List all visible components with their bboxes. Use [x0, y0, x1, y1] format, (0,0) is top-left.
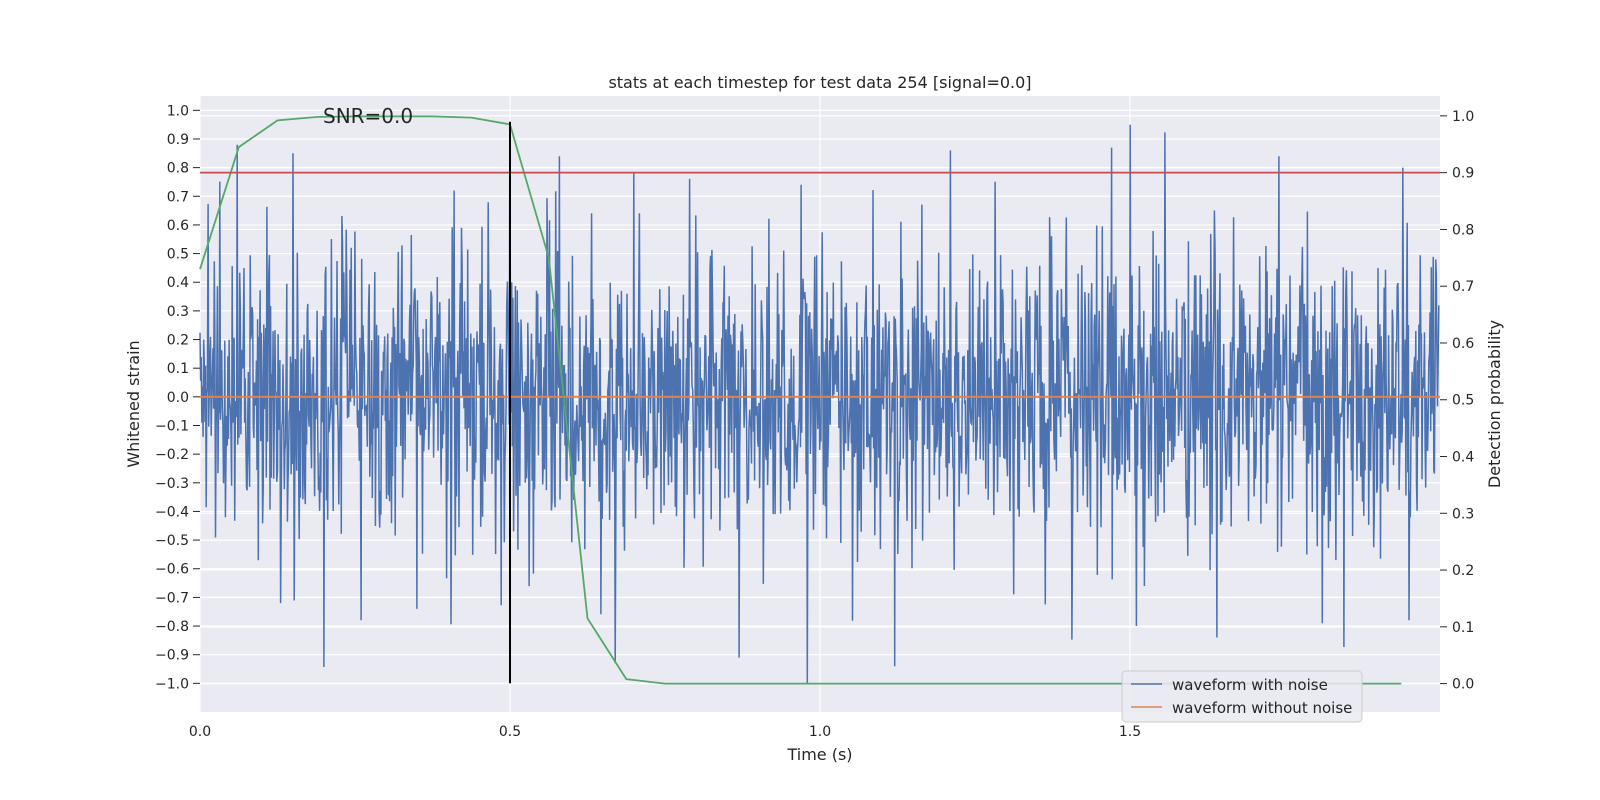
left-tick-label: 0.6	[167, 218, 189, 234]
legend-box	[1121, 670, 1363, 723]
right-axis-ticks: 0.0 0.1 0.2 0.3 0.4 0.5 0.6 0.7 0.8 0.9 1.0	[1440, 109, 1474, 693]
right-tick-label: 0.3	[1452, 506, 1474, 522]
legend-label-noise: waveform with noise	[1172, 676, 1328, 694]
left-tick-label: 0.1	[167, 361, 189, 377]
left-tick-label: −0.8	[155, 619, 189, 635]
left-tick-label: 0.2	[167, 333, 189, 349]
x-tick-label: 0.5	[499, 724, 521, 740]
series-waveform-with-noise	[199, 124, 1440, 684]
left-tick-label: 0.4	[167, 275, 189, 291]
left-tick-label: −1.0	[155, 676, 189, 692]
right-tick-label: 0.4	[1452, 450, 1474, 466]
chart-title: stats at each timestep for test data 254…	[608, 73, 1031, 92]
right-tick-label: 0.5	[1452, 393, 1474, 409]
waveform-with-noise-line	[199, 124, 1440, 684]
x-tick-label: 1.0	[809, 724, 831, 740]
left-tick-label: −0.4	[155, 504, 189, 520]
legend-label-clean: waveform without noise	[1172, 699, 1352, 717]
left-tick-label: 0.9	[167, 132, 189, 148]
right-tick-label: 0.8	[1452, 222, 1474, 238]
right-tick-label: 0.2	[1452, 563, 1474, 579]
left-tick-label: 0.7	[167, 189, 189, 205]
x-axis-title: Time (s)	[786, 745, 852, 764]
left-tick-label: 0.8	[167, 161, 189, 177]
left-tick-label: 0.0	[167, 390, 189, 406]
left-tick-label: 0.5	[167, 247, 189, 263]
x-axis-ticks: 0.0 0.5 1.0 1.5	[189, 724, 1141, 740]
left-tick-label: 0.3	[167, 304, 189, 320]
snr-annotation: SNR=0.0	[323, 104, 413, 128]
left-tick-label: −0.3	[155, 476, 189, 492]
left-tick-label: −0.2	[155, 447, 189, 463]
left-tick-label: 1.0	[167, 103, 189, 119]
x-tick-label: 0.0	[189, 724, 211, 740]
left-tick-label: −0.9	[155, 648, 189, 664]
left-tick-label: −0.7	[155, 590, 189, 606]
right-tick-label: 0.9	[1452, 166, 1474, 182]
y-axis-right-title: Detection probability	[1485, 320, 1504, 488]
left-tick-label: −0.1	[155, 418, 189, 434]
right-tick-label: 0.1	[1452, 620, 1474, 636]
x-tick-label: 1.5	[1119, 724, 1141, 740]
right-tick-label: 1.0	[1452, 109, 1474, 125]
left-tick-label: −0.6	[155, 562, 189, 578]
y-axis-left-title: Whitened strain	[124, 340, 143, 467]
right-tick-label: 0.6	[1452, 336, 1474, 352]
legend: waveform with noise waveform without noi…	[1121, 670, 1363, 723]
right-tick-label: 0.7	[1452, 279, 1474, 295]
left-tick-label: −0.5	[155, 533, 189, 549]
left-axis-ticks: −1.0 −0.9 −0.8 −0.7 −0.6 −0.5 −0.4 −0.3 −0.2 −0.1…	[155, 103, 200, 692]
right-tick-label: 0.0	[1452, 677, 1474, 693]
